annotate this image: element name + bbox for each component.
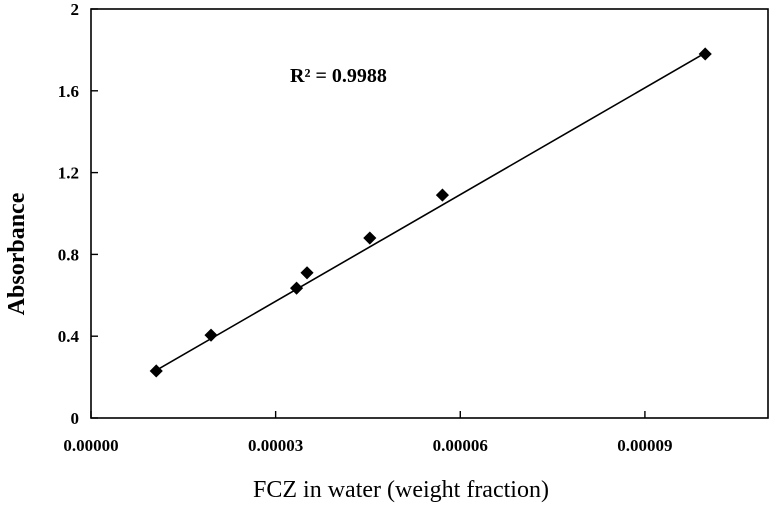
data-point xyxy=(435,188,449,202)
x-tick-label: 0.00003 xyxy=(248,436,303,455)
data-point xyxy=(300,266,314,280)
x-axis: 0.00000 0.00003 0.00006 0.00009 xyxy=(63,411,673,455)
x-tick-label: 0.00009 xyxy=(617,436,672,455)
y-axis-title: Absorbance xyxy=(4,192,30,315)
x-axis-title: FCZ in water (weight fraction) xyxy=(253,477,549,503)
data-point xyxy=(289,281,304,295)
data-point xyxy=(363,231,377,245)
y-tick-label: 2 xyxy=(71,0,80,19)
plot-border xyxy=(90,8,769,419)
y-axis: 0 0.4 0.8 1.2 1.6 2 xyxy=(58,0,98,428)
data-point xyxy=(698,47,712,61)
trendline xyxy=(155,52,706,372)
plot-area xyxy=(90,8,769,419)
y-tick-label: 0.4 xyxy=(58,327,80,346)
y-tick-label: 1.2 xyxy=(58,164,79,183)
data-points xyxy=(149,47,712,378)
r-squared-annotation: R² = 0.9988 xyxy=(290,65,387,87)
y-tick-label: 1.6 xyxy=(58,82,79,101)
data-point xyxy=(149,364,163,378)
y-tick-label: 0 xyxy=(71,409,80,428)
trendline-group xyxy=(155,52,706,372)
y-tick-label: 0.8 xyxy=(58,245,79,264)
x-tick-label: 0.00000 xyxy=(63,436,118,455)
x-tick-label: 0.00006 xyxy=(433,436,488,455)
data-point xyxy=(204,328,218,342)
